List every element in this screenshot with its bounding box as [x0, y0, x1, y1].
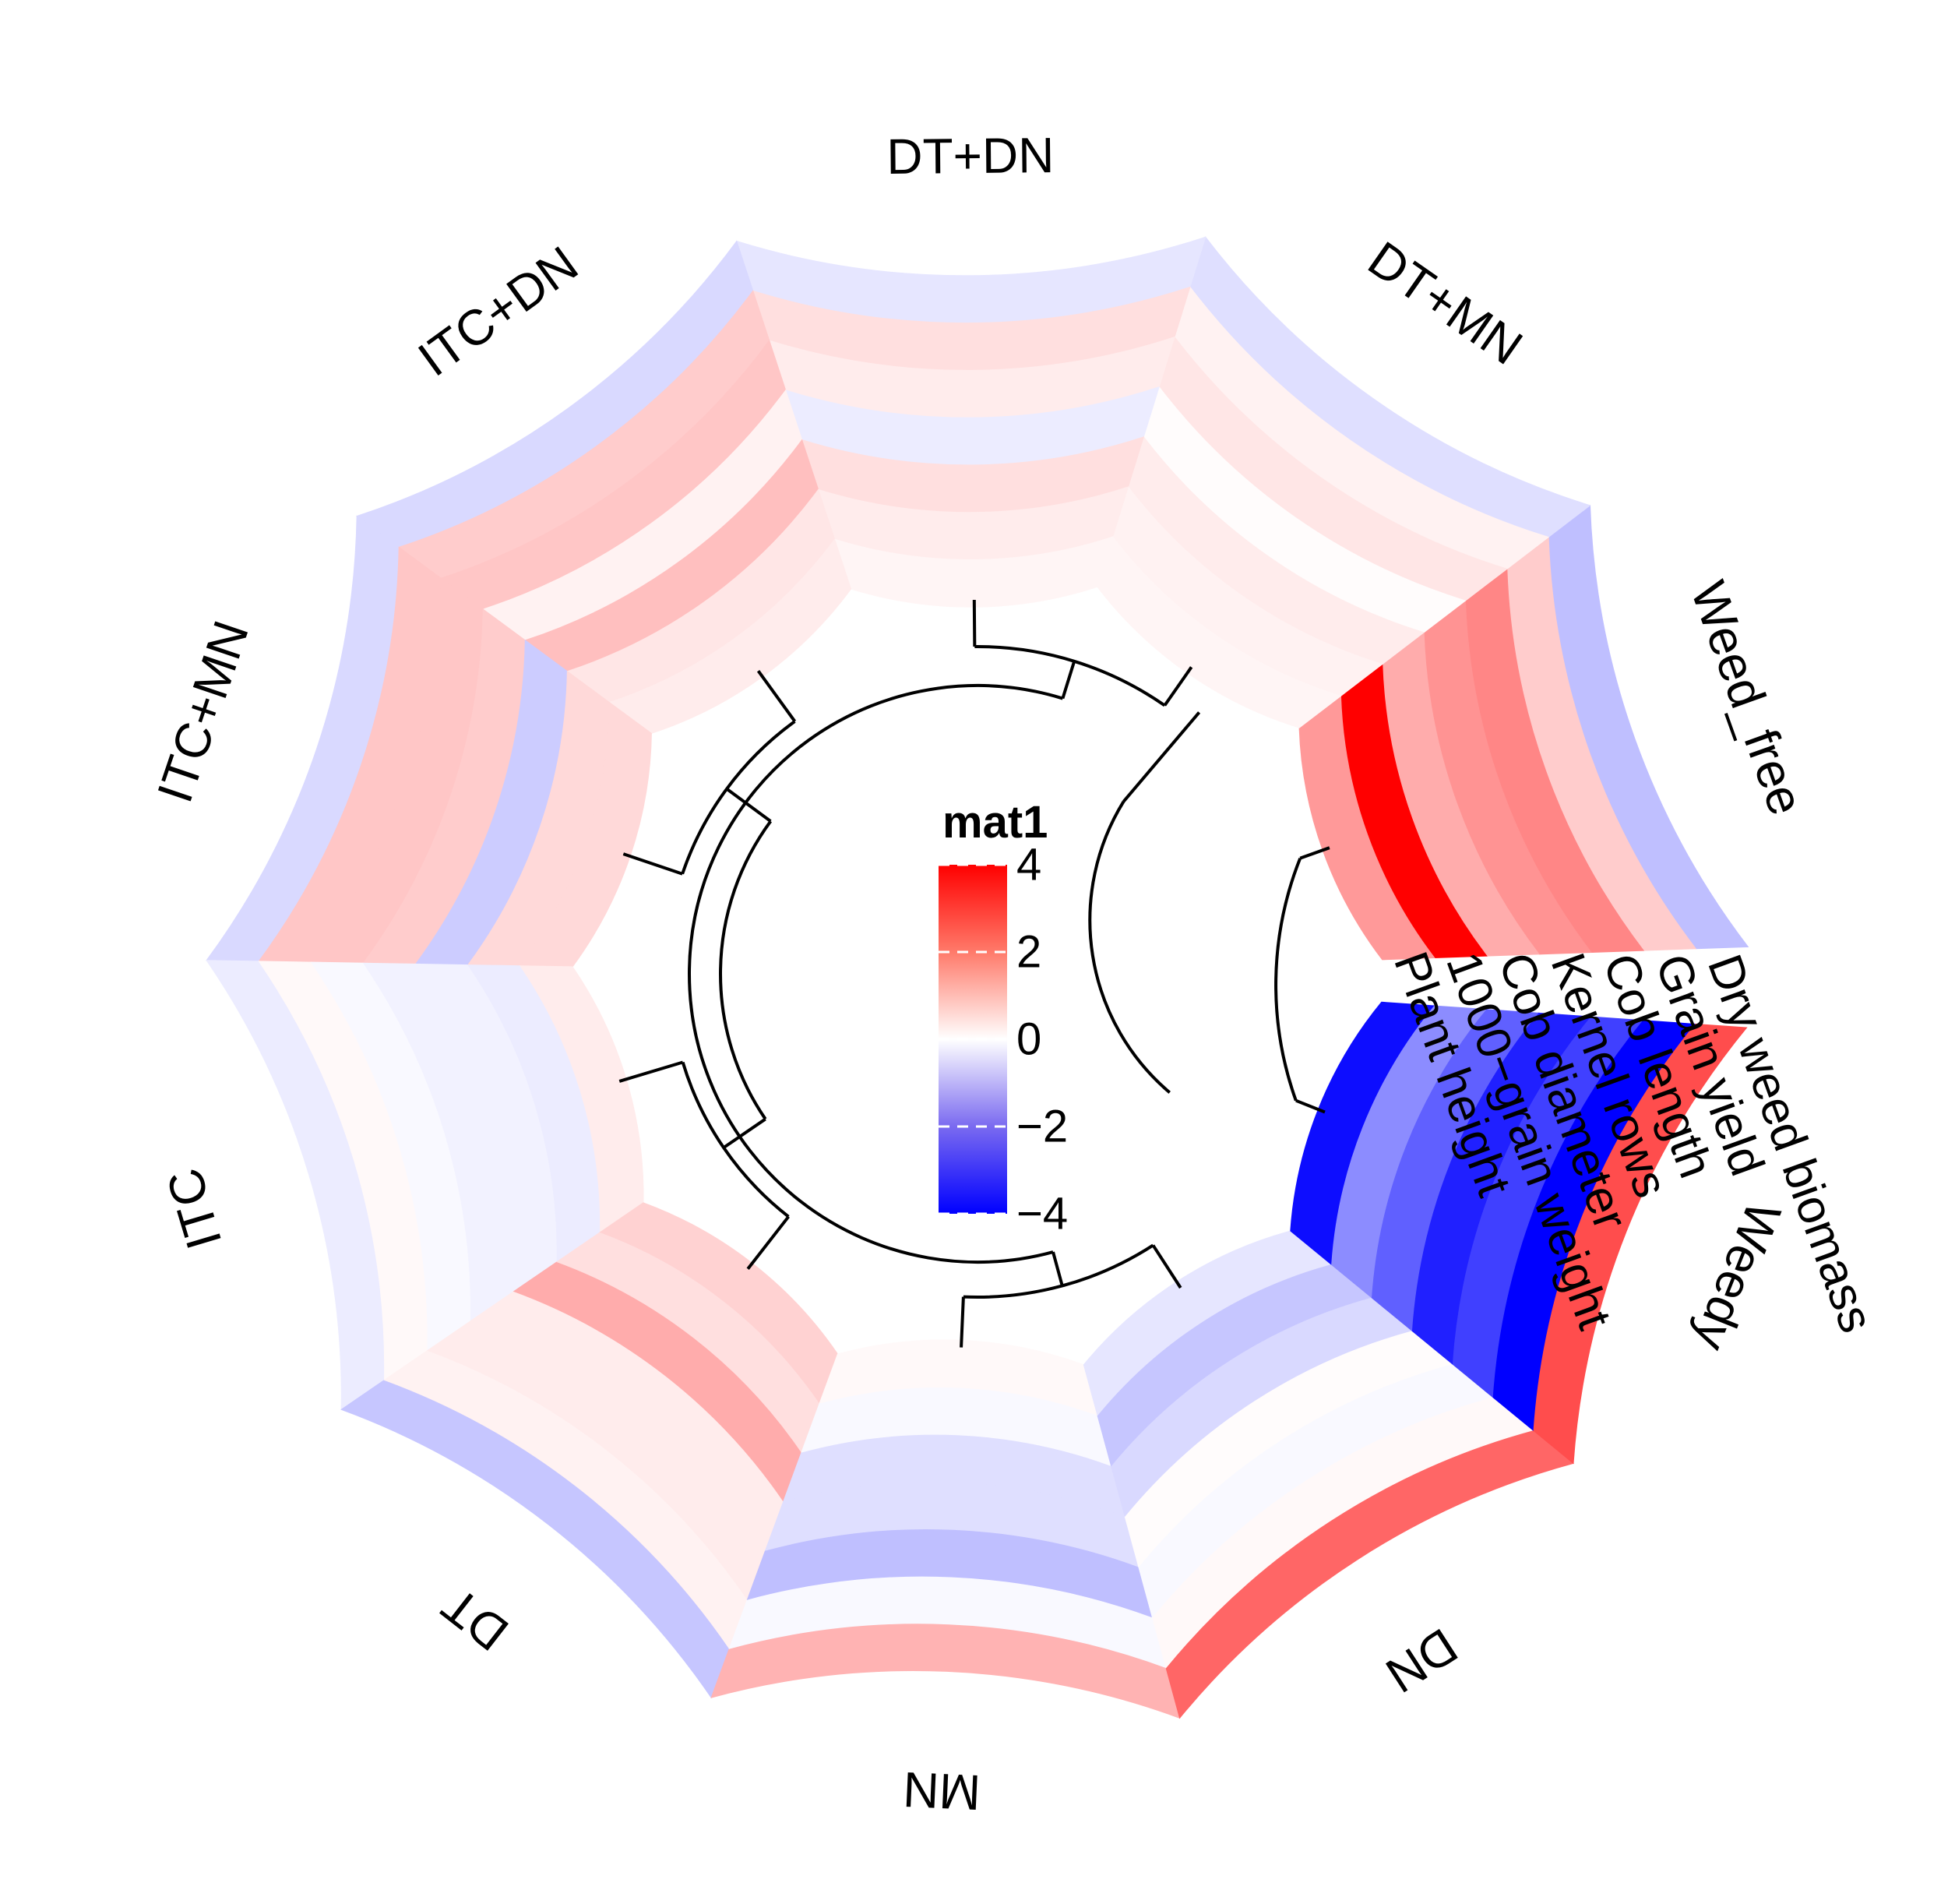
legend-title: mat1 [942, 797, 1048, 848]
sector-label: Weedy [1683, 1194, 1792, 1359]
sector-label: DN [1376, 1617, 1467, 1704]
sector-label: Weed_free [1680, 574, 1815, 822]
heatmap-cell [599, 1202, 838, 1405]
dendrogram-branches [618, 600, 1330, 1348]
heatmap-cell [1083, 1230, 1332, 1416]
sector-label: ITC [156, 1162, 233, 1255]
legend-tick-label: 4 [1016, 840, 1041, 890]
heatmap-cell [1290, 1001, 1435, 1265]
color-legend: mat1 4 2 0 −2 −4 [939, 797, 1068, 1239]
sector-label: MN [902, 1761, 982, 1821]
heatmap-cell [1097, 536, 1342, 728]
heatmap-cell [833, 536, 1114, 608]
legend-tick-label: 0 [1016, 1014, 1041, 1065]
heatmap-cell [519, 965, 644, 1233]
legend-tick-label: −4 [1016, 1189, 1068, 1239]
heatmap-cells [206, 236, 1749, 1719]
legend-tick-label: −2 [1016, 1102, 1068, 1152]
dendrogram [618, 600, 1330, 1348]
sector-label: ITC+DN [408, 235, 588, 387]
heatmap-cell [519, 701, 652, 968]
sector-label: DT+MN [1358, 231, 1532, 376]
sector-label: ITC+MN [146, 614, 259, 809]
legend-ticks: 4 2 0 −2 −4 [939, 840, 1068, 1239]
legend-tick-label: 2 [1016, 927, 1041, 978]
heatmap-cell [1298, 695, 1435, 961]
heatmap-cell [608, 538, 852, 734]
sector-label: DT+DN [886, 127, 1055, 185]
heatmap-cell [819, 1339, 1098, 1416]
sector-label: DT [432, 1577, 519, 1662]
